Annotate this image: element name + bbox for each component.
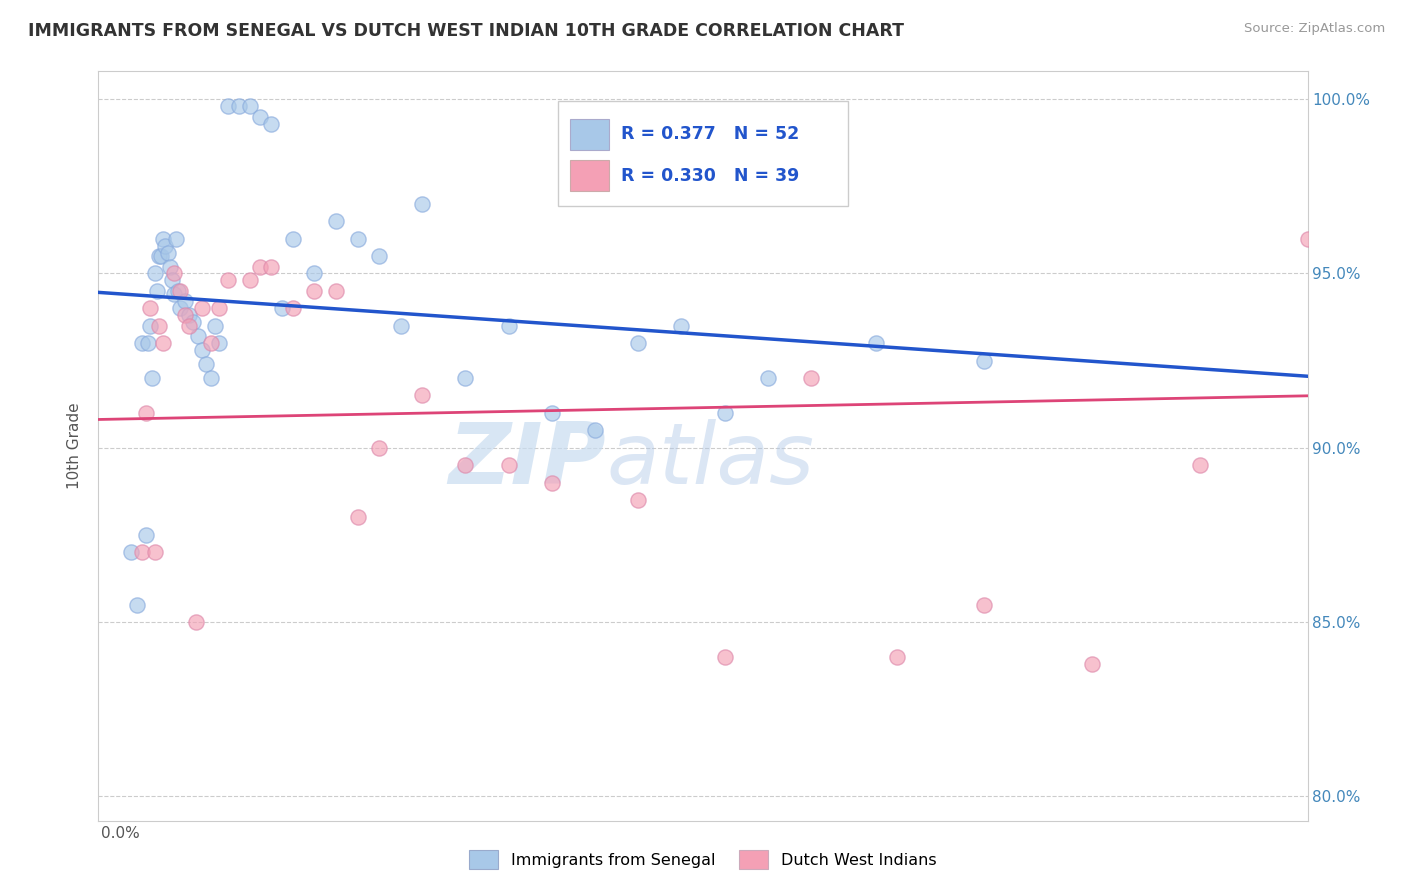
Point [249, 260, 271, 274]
Point [120, 545, 142, 559]
Point [131, 545, 153, 559]
Point [239, 99, 262, 113]
Point [187, 329, 209, 343]
Point [136, 336, 159, 351]
Text: R = 0.330   N = 39: R = 0.330 N = 39 [621, 167, 799, 185]
Point [865, 336, 887, 351]
Point [127, 598, 149, 612]
Point [143, 545, 166, 559]
Point [411, 388, 433, 402]
Point [454, 371, 477, 385]
Point [217, 273, 239, 287]
Point [145, 284, 167, 298]
Point [627, 336, 650, 351]
Point [200, 336, 222, 351]
Point [208, 336, 231, 351]
Point [160, 273, 183, 287]
Point [973, 598, 995, 612]
Point [200, 371, 222, 385]
Point [271, 301, 294, 316]
Point [179, 318, 201, 333]
FancyBboxPatch shape [558, 102, 848, 206]
Point [1405, 232, 1406, 246]
Point [191, 301, 214, 316]
Text: Source: ZipAtlas.com: Source: ZipAtlas.com [1244, 22, 1385, 36]
FancyBboxPatch shape [569, 119, 609, 150]
Point [713, 649, 735, 664]
Point [179, 308, 201, 322]
Point [713, 406, 735, 420]
Point [627, 493, 650, 508]
Point [454, 458, 477, 472]
Point [671, 318, 693, 333]
Point [368, 249, 391, 263]
Point [260, 117, 283, 131]
Point [167, 284, 190, 298]
Point [139, 301, 162, 316]
Point [1080, 657, 1102, 671]
Point [159, 260, 181, 274]
Point [1296, 232, 1319, 246]
Point [163, 267, 186, 281]
Point [184, 615, 207, 629]
Point [183, 315, 205, 329]
Point [304, 284, 326, 298]
Point [281, 301, 304, 316]
Point [239, 273, 262, 287]
Point [173, 294, 195, 309]
Point [498, 318, 520, 333]
Text: ZIP: ZIP [449, 419, 606, 502]
Point [131, 336, 153, 351]
Point [389, 318, 412, 333]
Point [973, 353, 995, 368]
Point [281, 232, 304, 246]
Point [411, 196, 433, 211]
Point [304, 267, 326, 281]
Text: atlas: atlas [606, 419, 814, 502]
Point [583, 423, 606, 437]
Point [191, 343, 214, 358]
Point [756, 371, 779, 385]
Point [195, 357, 218, 371]
Point [800, 371, 823, 385]
Point [150, 249, 173, 263]
Text: IMMIGRANTS FROM SENEGAL VS DUTCH WEST INDIAN 10TH GRADE CORRELATION CHART: IMMIGRANTS FROM SENEGAL VS DUTCH WEST IN… [28, 22, 904, 40]
Y-axis label: 10th Grade: 10th Grade [67, 402, 83, 490]
Point [208, 301, 231, 316]
Point [165, 232, 187, 246]
Point [169, 301, 191, 316]
Point [204, 318, 226, 333]
Text: R = 0.377   N = 52: R = 0.377 N = 52 [621, 125, 799, 144]
Point [152, 336, 174, 351]
Point [173, 308, 195, 322]
Point [135, 528, 157, 542]
Point [346, 510, 368, 524]
Point [148, 318, 170, 333]
Point [346, 232, 368, 246]
Point [886, 649, 908, 664]
Point [163, 287, 186, 301]
Point [249, 110, 271, 124]
Point [368, 441, 391, 455]
Point [541, 406, 564, 420]
Point [228, 99, 250, 113]
Point [148, 249, 170, 263]
Point [260, 260, 283, 274]
Point [169, 284, 191, 298]
FancyBboxPatch shape [569, 160, 609, 191]
Point [139, 318, 162, 333]
Point [152, 232, 174, 246]
Point [217, 99, 239, 113]
Point [541, 475, 564, 490]
Point [141, 371, 163, 385]
Point [1188, 458, 1211, 472]
Legend: Immigrants from Senegal, Dutch West Indians: Immigrants from Senegal, Dutch West Indi… [463, 844, 943, 875]
Point [498, 458, 520, 472]
Point [143, 267, 166, 281]
Point [156, 245, 179, 260]
Point [155, 238, 177, 252]
Point [325, 284, 347, 298]
Point [135, 406, 157, 420]
Point [325, 214, 347, 228]
